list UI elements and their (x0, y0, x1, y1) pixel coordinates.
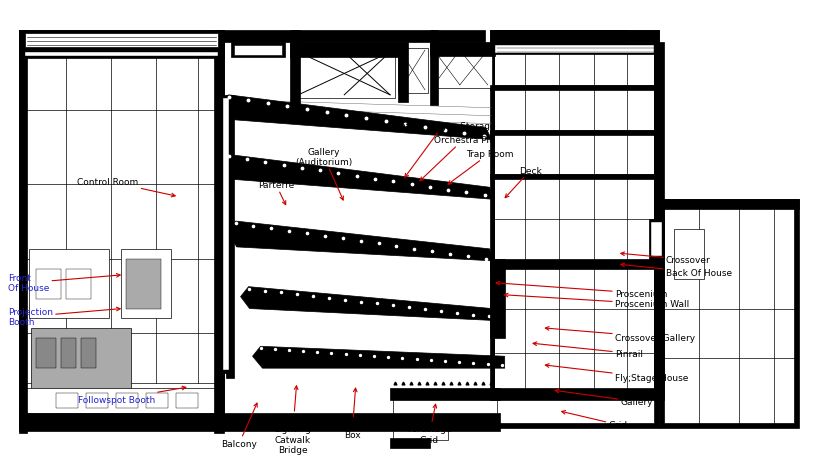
Bar (26, 37, 217, 422)
Text: Balcony Rail
Lighting
Catwalk
Bridge: Balcony Rail Lighting Catwalk Bridge (265, 386, 320, 454)
Text: Control Room: Control Room (77, 177, 175, 197)
Text: Fly;Stage House: Fly;Stage House (546, 364, 688, 382)
Bar (219, 96, 229, 373)
Bar (26, 53, 217, 57)
Bar (36, 269, 61, 299)
Bar (19, 51, 224, 59)
Bar (176, 393, 198, 408)
Bar (490, 175, 659, 180)
Text: Crossover Gallery: Crossover Gallery (546, 327, 695, 342)
Bar (56, 393, 78, 408)
Bar (226, 96, 234, 378)
Bar (495, 393, 654, 423)
Bar (86, 393, 108, 408)
Bar (490, 259, 659, 269)
Bar (430, 43, 495, 57)
Polygon shape (223, 96, 491, 140)
Bar (19, 31, 224, 428)
Bar (223, 99, 229, 370)
Bar (493, 31, 627, 43)
Bar (36, 338, 56, 369)
Bar (651, 223, 663, 257)
Text: Balcony: Balcony (221, 403, 258, 448)
Bar (19, 31, 224, 51)
Bar (121, 250, 171, 319)
Bar (674, 230, 704, 279)
Text: Proscenium Wall: Proscenium Wall (504, 294, 689, 309)
Bar (31, 329, 131, 393)
Text: Parterre: Parterre (258, 181, 295, 205)
Bar (19, 31, 27, 433)
Text: Trap Room: Trap Room (448, 150, 514, 185)
Bar (234, 46, 282, 56)
Bar (26, 34, 217, 48)
Bar (490, 31, 659, 43)
Bar (659, 200, 798, 428)
Bar (430, 31, 438, 106)
Text: Pinrail: Pinrail (533, 342, 643, 358)
Bar (295, 49, 395, 99)
Bar (214, 31, 224, 433)
Bar (490, 259, 504, 338)
Text: Box Boom
Box: Box Boom Box (330, 388, 375, 439)
Text: Grid: Grid (562, 411, 627, 429)
Bar (393, 393, 497, 423)
Bar (26, 388, 217, 413)
Bar (30, 250, 109, 319)
Bar (61, 338, 77, 369)
Bar (19, 413, 224, 431)
Bar (230, 43, 286, 58)
Text: Front
Of House: Front Of House (8, 273, 120, 293)
Bar (390, 388, 500, 400)
Bar (495, 37, 654, 422)
Bar (221, 31, 485, 43)
Text: Projection
Booth: Projection Booth (8, 307, 120, 326)
Bar (490, 43, 659, 55)
Bar (221, 413, 500, 431)
Polygon shape (240, 287, 493, 321)
Bar (390, 418, 450, 430)
Text: Seating Wagon Storage: Seating Wagon Storage (389, 122, 496, 178)
Text: Crossover: Crossover (621, 252, 710, 264)
Bar (490, 86, 659, 91)
Bar (393, 420, 448, 440)
Bar (654, 43, 664, 400)
Text: Proscenium: Proscenium (496, 282, 667, 298)
Bar (495, 46, 654, 54)
Bar (291, 31, 300, 106)
Text: Gallery: Gallery (556, 389, 653, 406)
Text: Followspot Booth: Followspot Booth (77, 386, 186, 404)
Polygon shape (229, 222, 491, 261)
Polygon shape (223, 155, 491, 200)
Text: Forestage
Grid: Forestage Grid (407, 404, 452, 444)
Bar (649, 219, 664, 259)
Bar (398, 49, 428, 94)
Bar (398, 43, 408, 103)
Bar (490, 31, 659, 428)
Bar (490, 388, 659, 400)
Bar (146, 393, 168, 408)
Bar (291, 43, 400, 58)
Text: Orchestra Pit: Orchestra Pit (420, 136, 492, 181)
Bar (490, 130, 659, 135)
Polygon shape (253, 347, 504, 369)
Bar (116, 393, 138, 408)
Bar (432, 49, 491, 89)
Bar (126, 259, 160, 309)
Bar (664, 205, 793, 423)
Text: Back Of House: Back Of House (621, 263, 732, 277)
Bar (66, 269, 91, 299)
Bar (81, 338, 96, 369)
Text: Deck: Deck (505, 166, 542, 198)
Bar (659, 200, 798, 210)
Bar (390, 438, 430, 448)
Text: Gallery
(Auditorium): Gallery (Auditorium) (295, 147, 352, 200)
